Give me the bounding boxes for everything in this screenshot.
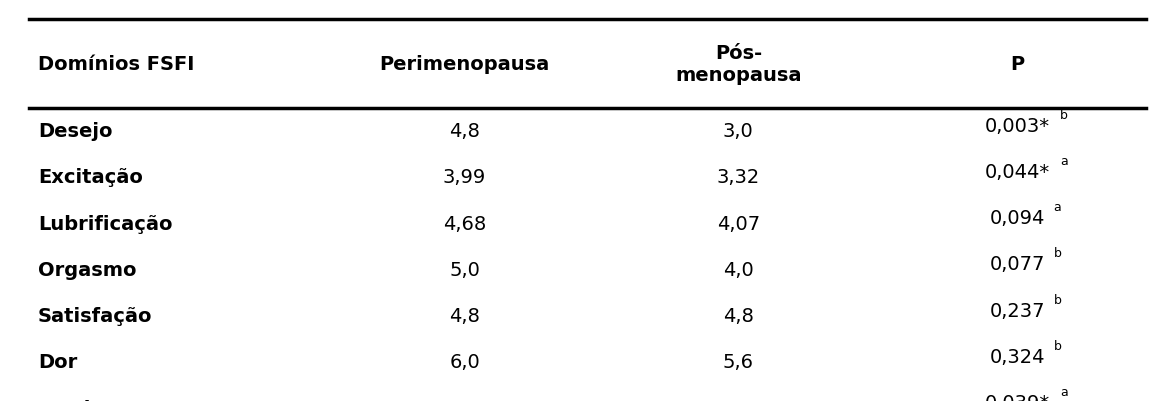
Text: 3,32: 3,32 (717, 168, 760, 187)
Text: 0,324: 0,324 (990, 347, 1046, 366)
Text: 4,8: 4,8 (723, 306, 753, 325)
Text: Excitação: Excitação (38, 168, 143, 187)
Text: 4,8: 4,8 (449, 122, 480, 141)
Text: 0,237: 0,237 (990, 301, 1046, 320)
Text: b: b (1054, 247, 1062, 260)
Text: Desejo: Desejo (38, 122, 113, 141)
Text: a: a (1054, 200, 1061, 214)
Text: 4,68: 4,68 (444, 214, 486, 233)
Text: 0,039*: 0,039* (985, 393, 1051, 401)
Text: Dor: Dor (38, 352, 77, 371)
Text: Pós-
menopausa: Pós- menopausa (675, 44, 802, 85)
Text: b: b (1060, 108, 1068, 122)
Text: 0,077: 0,077 (990, 255, 1045, 273)
Text: 23,34: 23,34 (711, 399, 766, 401)
Text: Orgasmo: Orgasmo (38, 260, 137, 279)
Text: 0,003*: 0,003* (985, 116, 1051, 135)
Text: a: a (1060, 385, 1068, 398)
Text: b: b (1054, 339, 1062, 352)
Text: Satisfação: Satisfação (38, 306, 152, 325)
Text: 27,05: 27,05 (437, 399, 492, 401)
Text: b: b (1054, 293, 1062, 306)
Text: 3,0: 3,0 (723, 122, 753, 141)
Text: Perimenopausa: Perimenopausa (379, 55, 550, 74)
Text: 0,044*: 0,044* (985, 162, 1051, 181)
Text: 4,0: 4,0 (723, 260, 753, 279)
Text: 6,0: 6,0 (449, 352, 480, 371)
Text: Domínios FSFI: Domínios FSFI (38, 55, 195, 74)
Text: 3,99: 3,99 (444, 168, 486, 187)
Text: 5,0: 5,0 (449, 260, 480, 279)
Text: Lubrificação: Lubrificação (38, 214, 173, 233)
Text: a: a (1060, 154, 1068, 168)
Text: Total: Total (38, 399, 91, 401)
Text: P: P (1010, 55, 1025, 74)
Text: 4,07: 4,07 (717, 214, 760, 233)
Text: 0,094: 0,094 (990, 209, 1045, 227)
Text: 4,8: 4,8 (449, 306, 480, 325)
Text: 5,6: 5,6 (722, 352, 753, 371)
